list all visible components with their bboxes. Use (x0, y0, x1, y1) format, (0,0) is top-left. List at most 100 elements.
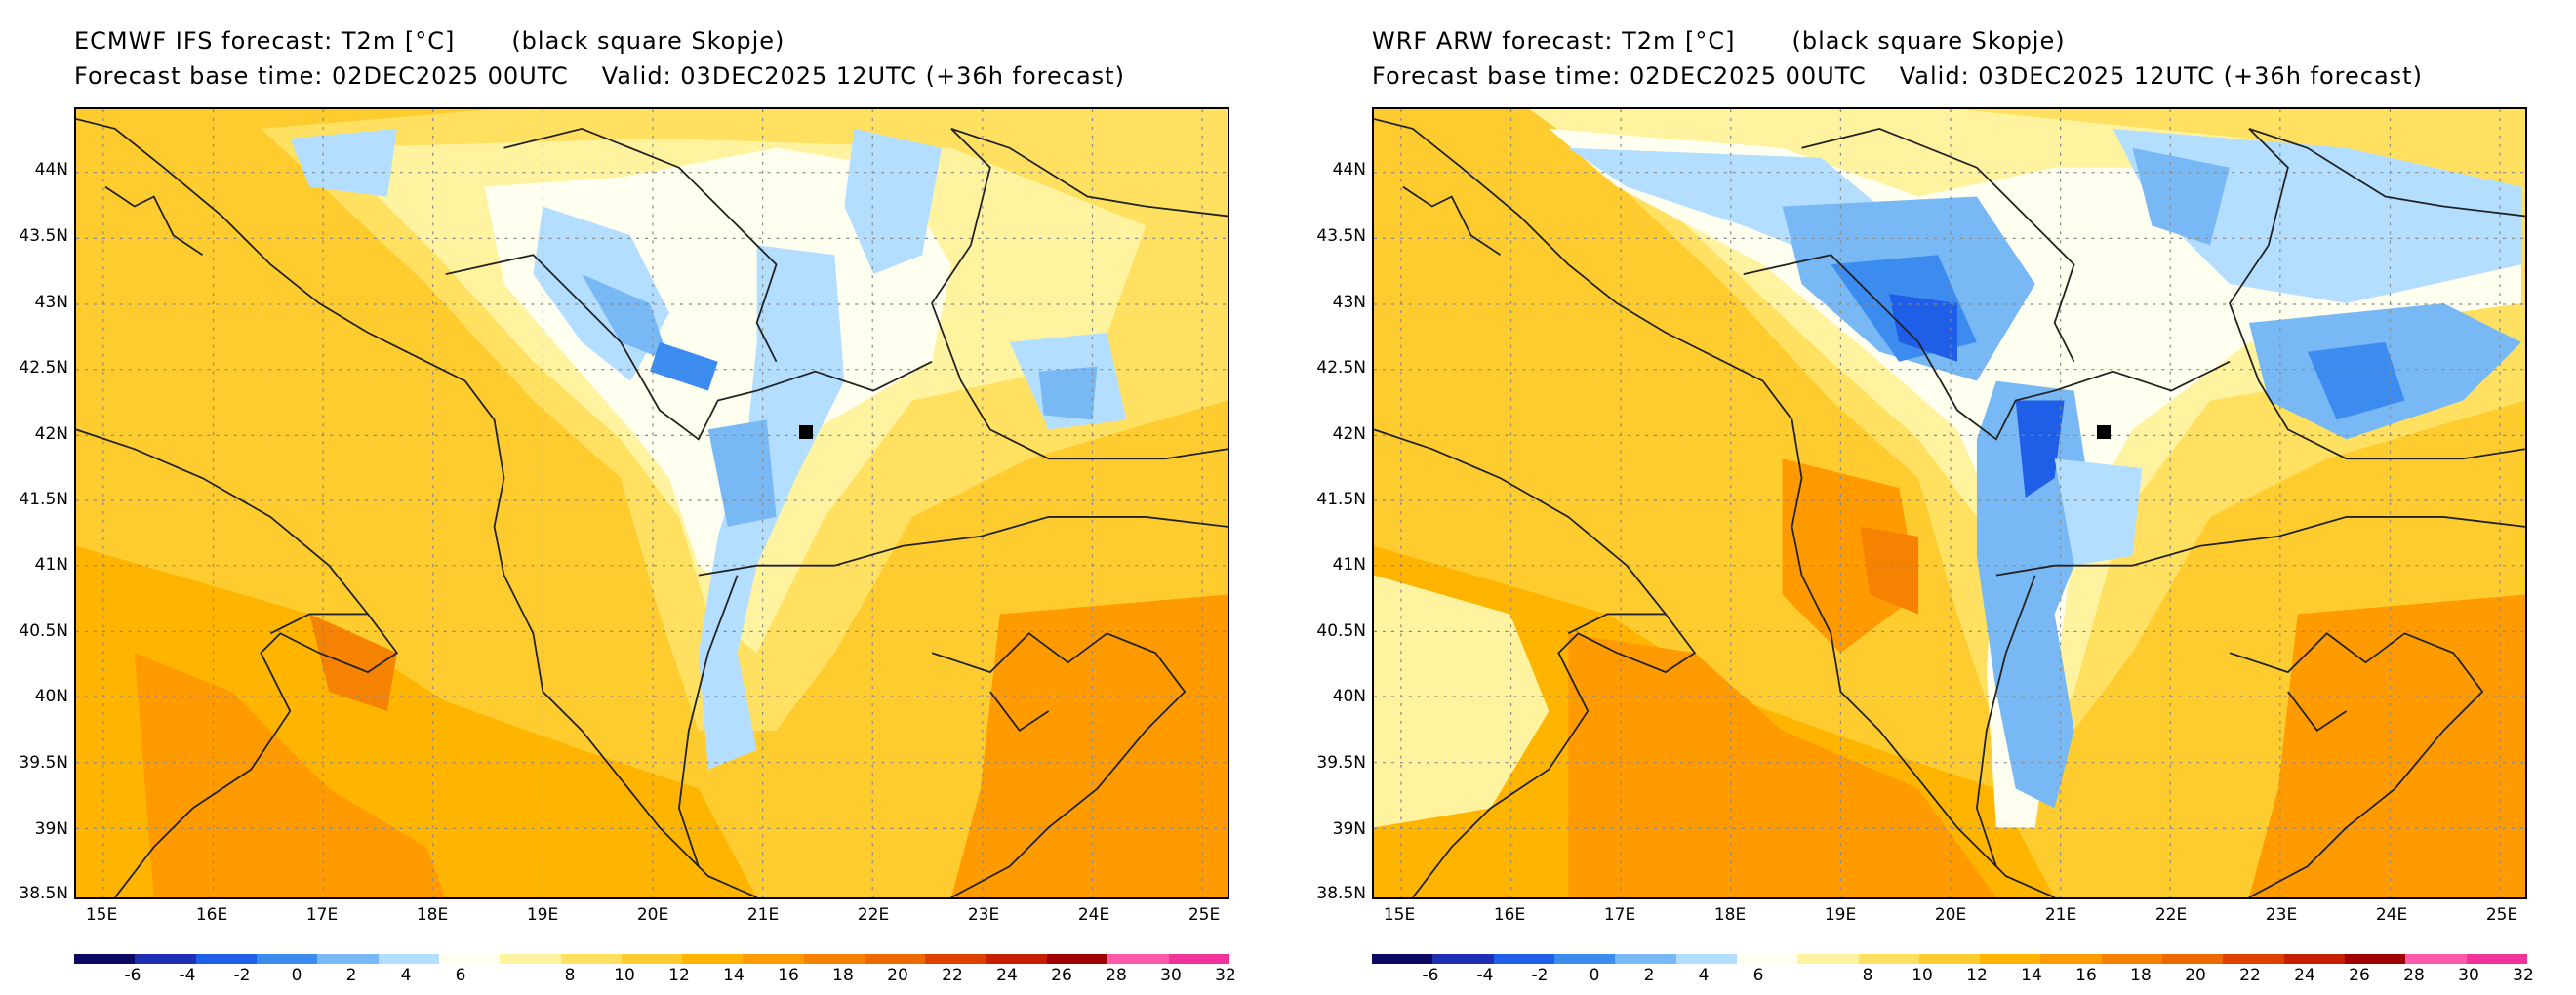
colorbar (74, 954, 1229, 964)
colorbar-label: 20 (887, 966, 908, 985)
model-title: ECMWF IFS forecast: T2m [°C] (74, 27, 456, 55)
lon-label: 21E (2044, 905, 2077, 925)
lon-label: 17E (305, 905, 339, 925)
lat-label: 40.5N (1316, 621, 1366, 641)
lon-label: 23E (2265, 905, 2298, 925)
colorbar-label: 20 (2185, 966, 2206, 985)
colorbar-label: 4 (1698, 966, 1710, 985)
lon-label: 21E (746, 905, 780, 925)
cold-core (1038, 366, 1098, 420)
lon-label: 19E (526, 905, 559, 925)
colorbar-label: 28 (1106, 966, 1127, 985)
colorbar-label: 14 (2021, 966, 2042, 985)
lat-label: 41N (34, 555, 68, 575)
colorbar-label: 0 (291, 966, 302, 985)
coldest-core (2015, 400, 2065, 498)
colorbar (1372, 954, 2527, 964)
skopje-marker (799, 425, 813, 439)
wrf-map (1372, 107, 2527, 899)
valid-time: Valid: 03DEC2025 12UTC (+36h forecast) (601, 62, 1125, 90)
colorbar-swatch (621, 954, 683, 964)
graticule (76, 109, 1228, 897)
colorbar-swatch (378, 954, 439, 964)
colorbar-swatch (2101, 954, 2163, 964)
lat-label: 43.5N (19, 226, 68, 246)
warm-spot (1860, 526, 1919, 615)
graticule (1374, 109, 2525, 897)
colorbar-swatch (1615, 954, 1676, 964)
colorbar-label: 32 (1215, 966, 1236, 985)
colorbar-swatch (2040, 954, 2102, 964)
colorbar-swatch (743, 954, 804, 964)
colorbar-swatch (256, 954, 318, 964)
colorbar-swatch (865, 954, 926, 964)
lat-label: 43.5N (1316, 226, 1366, 246)
colorbar-label: 16 (2075, 966, 2097, 985)
colorbar-label: 14 (723, 966, 745, 985)
colorbar-swatch (1553, 954, 1616, 964)
colorbar-label: 18 (832, 966, 854, 985)
panel-title: ECMWF IFS forecast: T2m [°C] (black squar… (74, 27, 785, 55)
temperature-field (1374, 109, 2525, 897)
lon-label: 24E (2375, 905, 2408, 925)
lon-label: 20E (636, 905, 669, 925)
colorbar-swatch (1372, 954, 1433, 964)
warm-region (134, 653, 446, 897)
coastlines (76, 118, 1228, 897)
panel-subtitle: Forecast base time: 02DEC2025 00UTC Valid… (74, 62, 1125, 90)
coldest-core (650, 341, 718, 391)
base-time: Forecast base time: 02DEC2025 00UTC (74, 62, 569, 90)
colorbar-label: 8 (564, 966, 576, 985)
panel-title: WRF ARW forecast: T2m [°C] (black square … (1372, 27, 2066, 55)
colorbar-swatch (317, 954, 379, 964)
lon-label: 25E (2485, 905, 2518, 925)
lat-label: 41.5N (19, 490, 68, 509)
lon-label: 23E (967, 905, 1000, 925)
colorbar-label: 12 (668, 966, 690, 985)
lon-label: 18E (416, 905, 449, 925)
colorbar-swatch (1797, 954, 1859, 964)
colorbar-swatch (2162, 954, 2224, 964)
colorbar-label: 22 (2239, 966, 2261, 985)
lon-label: 20E (1934, 905, 1967, 925)
colorbar-swatch (1736, 954, 1798, 964)
lat-label: 42.5N (19, 358, 68, 378)
cold-core (2307, 341, 2405, 420)
colorbar-label: -6 (124, 966, 141, 985)
subject-note: (black square Skopje) (511, 27, 785, 55)
cold-zone (2054, 458, 2143, 566)
lat-label: 44N (34, 160, 68, 179)
lat-label: 40.5N (19, 621, 68, 641)
colorbar-label: 10 (614, 966, 635, 985)
colorbar-label: 16 (778, 966, 799, 985)
lat-label: 41N (1332, 555, 1366, 575)
lat-label: 39.5N (19, 753, 68, 773)
lon-label: 17E (1603, 905, 1636, 925)
colorbar-label: 8 (1862, 966, 1873, 985)
warm-region (1568, 633, 1996, 897)
colorbar-label: 18 (2130, 966, 2152, 985)
wrf-panel: WRF ARW forecast: T2m [°C] (black square … (1298, 0, 2576, 995)
colorbar-label: 30 (2458, 966, 2479, 985)
lat-label: 42N (34, 424, 68, 444)
colorbar-swatch (2345, 954, 2406, 964)
lat-label: 39N (1332, 819, 1366, 839)
cold-core (582, 274, 669, 362)
colorbar-swatch (1107, 954, 1169, 964)
colorbar-swatch (1918, 954, 1981, 964)
colorbar-swatch (986, 954, 1047, 964)
warm-region (2248, 594, 2525, 897)
land-cool (1374, 575, 1550, 828)
colorbar-label: 4 (400, 966, 412, 985)
colorbar-swatch (803, 954, 865, 964)
colorbar-label: 12 (1966, 966, 1988, 985)
lat-label: 38.5N (19, 884, 68, 903)
colorbar-swatch (2283, 954, 2345, 964)
colorbar-swatch (2466, 954, 2527, 964)
lat-label: 40N (1332, 687, 1366, 706)
colorbar-label: -6 (1422, 966, 1439, 985)
lon-label: 15E (1383, 905, 1416, 925)
colorbar-swatch (74, 954, 136, 964)
skopje-marker (2097, 425, 2111, 439)
colorbar-label: 2 (345, 966, 357, 985)
